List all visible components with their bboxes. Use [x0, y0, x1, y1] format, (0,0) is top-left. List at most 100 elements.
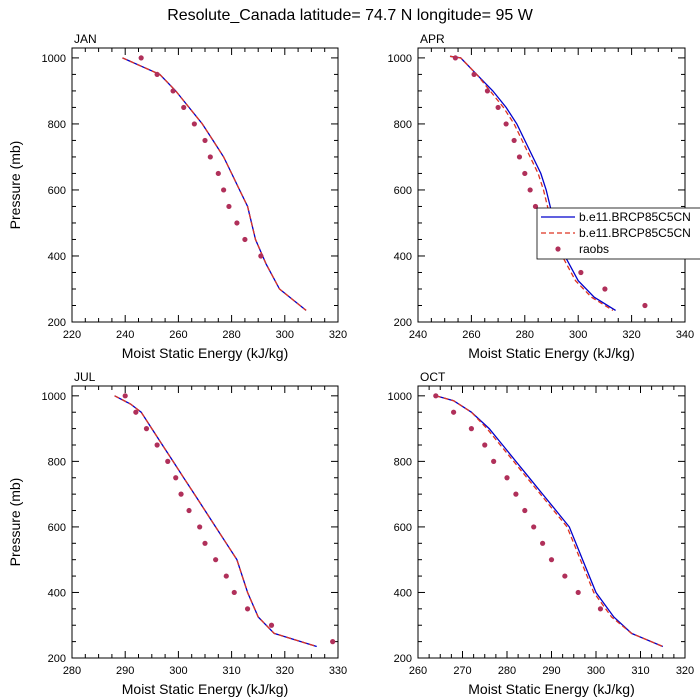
- raobs-point: [527, 187, 533, 193]
- raobs-point: [143, 426, 150, 432]
- y-tick-label: 800: [48, 119, 66, 131]
- panel-title: OCT: [420, 370, 446, 384]
- series-line-model1: [114, 395, 317, 648]
- raobs-point: [482, 442, 488, 448]
- y-tick-label: 800: [394, 119, 412, 131]
- x-tick-label: 270: [453, 665, 471, 677]
- panel-title: JAN: [74, 32, 97, 46]
- x-axis-label: Moist Static Energy (kJ/kg): [122, 345, 289, 361]
- legend-label: b.e11.BRCP85C5CN: [579, 210, 691, 224]
- x-tick-label: 320: [676, 665, 694, 677]
- raobs-point: [513, 491, 519, 497]
- raobs-point: [602, 286, 608, 292]
- y-tick-label: 1000: [388, 391, 412, 403]
- series-line-model2: [114, 395, 317, 648]
- figure-title: Resolute_Canada latitude= 74.7 N longitu…: [167, 7, 533, 24]
- raobs-point: [484, 88, 491, 94]
- raobs-point: [242, 236, 248, 243]
- x-tick-label: 320: [622, 329, 640, 341]
- y-tick-label: 1000: [388, 53, 412, 65]
- plot-frame: [417, 47, 686, 323]
- panel-jul: 280 290 300 310 320 330 200 400 600 800 1000 JUL Moi…: [7, 370, 347, 697]
- raobs-point: [531, 524, 537, 530]
- raobs-point: [207, 154, 213, 160]
- x-tick-label: 280: [498, 665, 516, 677]
- raobs-point: [133, 409, 139, 415]
- y-axis-label: Pressure (mb): [7, 478, 23, 567]
- raobs-point: [154, 442, 160, 448]
- series-group: [433, 393, 664, 648]
- series-group: [122, 55, 307, 311]
- raobs-point: [597, 606, 604, 612]
- raobs-point: [504, 475, 510, 481]
- raobs-point: [642, 302, 648, 309]
- y-tick-label: 400: [394, 587, 412, 599]
- panel-apr: 240 260 280 300 320 340 200 400 600 800 1000 APR Moi…: [388, 32, 695, 361]
- y-tick-label: 400: [48, 251, 66, 263]
- raobs-point: [197, 524, 203, 530]
- y-tick-label: 1000: [42, 53, 66, 65]
- y-tick-label: 600: [394, 185, 412, 197]
- x-tick-label: 260: [409, 665, 427, 677]
- x-tick-label: 310: [631, 665, 649, 677]
- series-line-model1: [435, 395, 664, 648]
- y-tick-label: 200: [394, 317, 412, 329]
- x-axis-label: Moist Static Energy (kJ/kg): [122, 681, 289, 697]
- raobs-point: [575, 589, 581, 596]
- y-tick-label: 200: [48, 317, 66, 329]
- x-tick-label: 260: [169, 329, 187, 341]
- x-tick-label: 290: [116, 665, 134, 677]
- x-tick-label: 280: [516, 329, 534, 341]
- plot-frame: [71, 385, 339, 659]
- legend-marker: [555, 246, 561, 252]
- raobs-point: [221, 187, 227, 193]
- x-tick-label: 290: [542, 665, 560, 677]
- raobs-point: [138, 55, 144, 61]
- raobs-point: [468, 426, 474, 432]
- x-tick-label: 300: [169, 665, 187, 677]
- y-tick-label: 1000: [42, 391, 66, 403]
- raobs-point: [231, 589, 237, 596]
- raobs-point: [173, 475, 179, 481]
- y-tick-label: 400: [394, 251, 412, 263]
- series-line-model2: [122, 57, 307, 311]
- raobs-point: [522, 170, 528, 177]
- x-tick-label: 340: [676, 329, 694, 341]
- y-tick-label: 600: [394, 522, 412, 534]
- y-tick-label: 200: [48, 653, 66, 665]
- series-line-model1: [122, 57, 307, 311]
- panel-jan: 220 240 260 280 300 320 200 400 600 800 1000 JAN Moi…: [7, 32, 347, 361]
- series-group: [114, 393, 336, 648]
- panels: 220 240 260 280 300 320 200 400 600 800 1000 JAN Moi…: [7, 32, 694, 697]
- y-tick-label: 600: [48, 522, 66, 534]
- y-tick-label: 200: [394, 653, 412, 665]
- legend-label: raobs: [579, 242, 609, 256]
- raobs-point: [154, 71, 160, 78]
- raobs-point: [202, 540, 208, 546]
- raobs-point: [330, 639, 336, 645]
- x-tick-label: 330: [329, 665, 347, 677]
- x-axis-label: Moist Static Energy (kJ/kg): [468, 681, 635, 697]
- y-tick-label: 800: [394, 456, 412, 468]
- x-tick-label: 310: [222, 665, 240, 677]
- raobs-point: [226, 203, 232, 210]
- raobs-point: [578, 269, 584, 276]
- raobs-point: [186, 507, 192, 514]
- raobs-point: [433, 393, 439, 399]
- raobs-point: [548, 557, 555, 563]
- x-axis-label: Moist Static Energy (kJ/kg): [468, 345, 635, 361]
- x-tick-label: 240: [116, 329, 134, 341]
- raobs-point: [181, 104, 187, 111]
- raobs-point: [540, 540, 546, 546]
- raobs-point: [268, 622, 275, 628]
- raobs-point: [452, 55, 458, 61]
- raobs-point: [122, 393, 128, 399]
- legend-label: b.e11.BRCP85C5CN: [579, 226, 691, 240]
- raobs-point: [213, 557, 219, 563]
- y-tick-label: 400: [48, 587, 66, 599]
- raobs-point: [522, 507, 528, 514]
- raobs-point: [215, 170, 221, 177]
- raobs-point: [234, 220, 240, 226]
- panel-oct: 260 270 280 290 300 310 320 200 400 600 800 1000 OCT…: [388, 370, 695, 697]
